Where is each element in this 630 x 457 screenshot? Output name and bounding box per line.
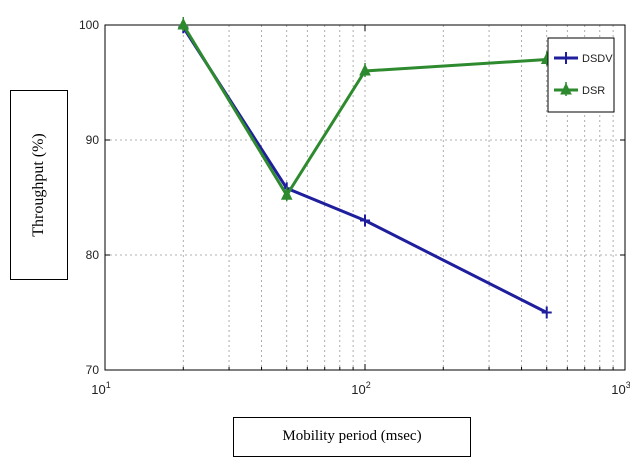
x-tick-label: 103 — [611, 380, 630, 397]
x-axis-label-box: Mobility period (msec) — [233, 417, 471, 457]
y-tick-label: 90 — [86, 133, 100, 147]
y-tick-label: 100 — [79, 18, 99, 32]
plot-area — [105, 25, 625, 370]
y-axis-label: Throughput (%) — [30, 133, 47, 237]
x-tick-label: 102 — [351, 380, 370, 397]
y-tick-label: 70 — [86, 363, 100, 377]
legend-label-dsr: DSR — [582, 85, 605, 97]
x-tick-label: 101 — [91, 380, 110, 397]
y-axis-label-box: Throughput (%) — [10, 90, 68, 280]
legend — [547, 37, 615, 113]
x-axis-label: Mobility period (msec) — [282, 428, 422, 444]
series-line-dsr — [181, 24, 547, 199]
y-tick-label: 80 — [86, 248, 100, 262]
legend-label-dsdv: DSDV — [582, 53, 613, 65]
